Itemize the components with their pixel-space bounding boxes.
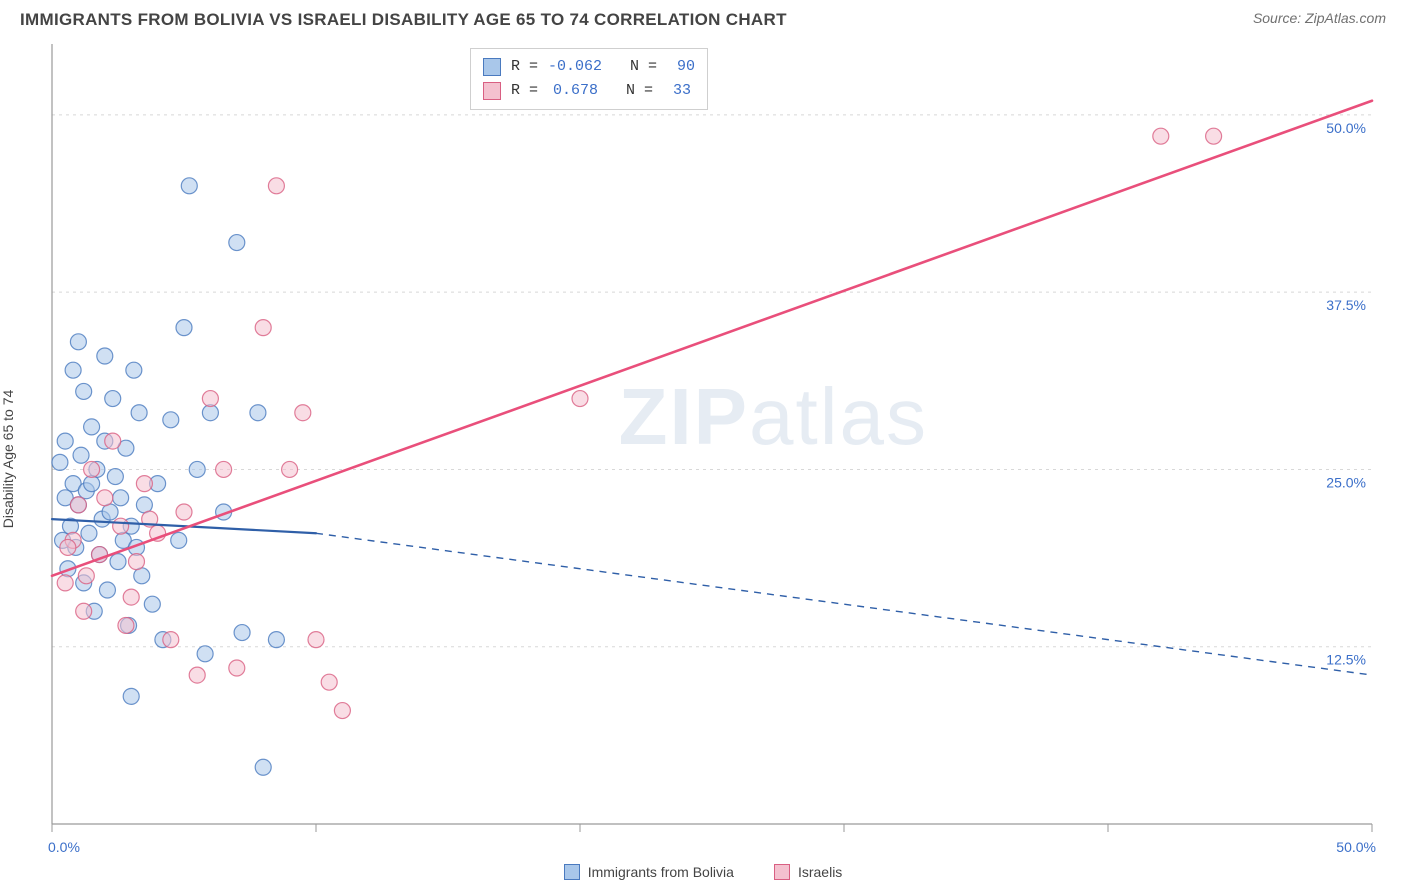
stats-row: R = -0.062 N = 90 bbox=[483, 55, 695, 79]
legend-swatch bbox=[483, 58, 501, 76]
svg-text:50.0%: 50.0% bbox=[1326, 120, 1366, 136]
stat-r-label: R = bbox=[511, 55, 538, 79]
stat-r-value: 0.678 bbox=[548, 79, 598, 103]
legend-swatch bbox=[483, 82, 501, 100]
stat-n-value: 90 bbox=[667, 55, 695, 79]
svg-text:37.5%: 37.5% bbox=[1326, 297, 1366, 313]
stat-n-label: N = bbox=[612, 55, 657, 79]
legend-swatch bbox=[774, 864, 790, 880]
svg-text:25.0%: 25.0% bbox=[1326, 474, 1366, 490]
svg-text:12.5%: 12.5% bbox=[1326, 652, 1366, 668]
legend-item: Immigrants from Bolivia bbox=[564, 864, 734, 880]
svg-text:0.0%: 0.0% bbox=[48, 839, 80, 855]
bottom-legend: Immigrants from Bolivia Israelis bbox=[0, 864, 1406, 880]
chart-title: IMMIGRANTS FROM BOLIVIA VS ISRAELI DISAB… bbox=[20, 10, 787, 30]
stat-r-value: -0.062 bbox=[548, 55, 602, 79]
y-axis-label: Disability Age 65 to 74 bbox=[0, 390, 16, 529]
svg-text:50.0%: 50.0% bbox=[1336, 839, 1376, 855]
legend-label: Immigrants from Bolivia bbox=[588, 864, 734, 880]
stat-r-label: R = bbox=[511, 79, 538, 103]
correlation-chart: Disability Age 65 to 74 ZIPatlas 12.5%25… bbox=[0, 34, 1406, 884]
chart-svg: 12.5% 25.0% 37.5% 50.0% 0.0% 50.0% bbox=[0, 34, 1406, 884]
legend-swatch bbox=[564, 864, 580, 880]
stat-n-value: 33 bbox=[663, 79, 691, 103]
stat-n-label: N = bbox=[608, 79, 653, 103]
legend-item: Israelis bbox=[774, 864, 842, 880]
source-attribution: Source: ZipAtlas.com bbox=[1253, 10, 1386, 26]
correlation-stats-box: R =-0.062 N =90R =0.678 N =33 bbox=[470, 48, 708, 110]
legend-label: Israelis bbox=[798, 864, 842, 880]
stats-row: R = 0.678 N = 33 bbox=[483, 79, 695, 103]
